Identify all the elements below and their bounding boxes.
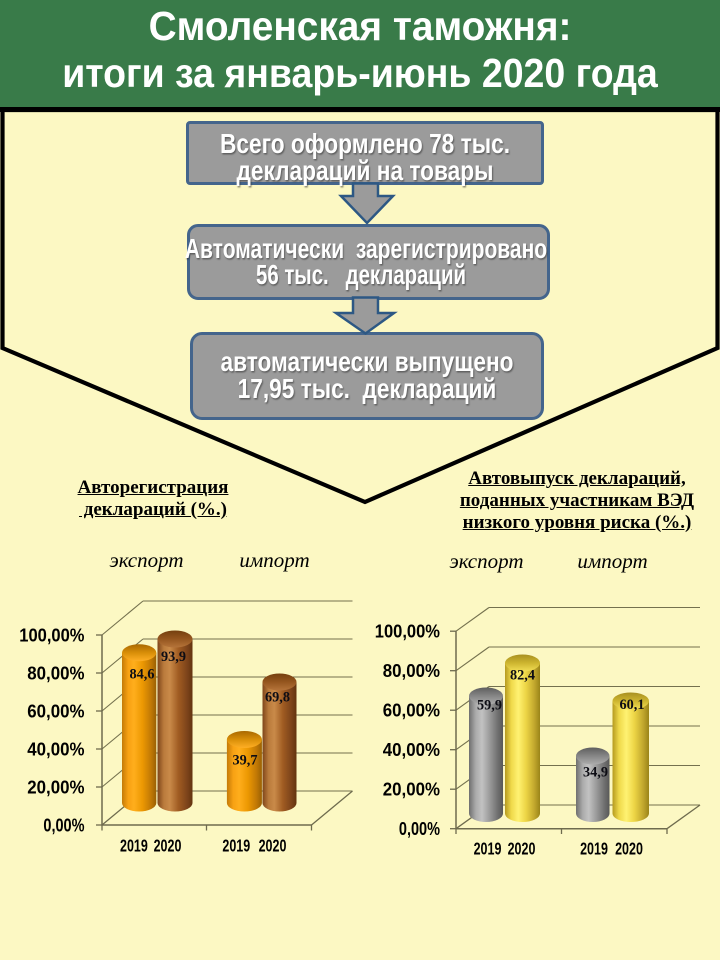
- svg-text:0,00%: 0,00%: [399, 818, 440, 839]
- svg-text:84,6: 84,6: [130, 666, 155, 682]
- svg-text:40,00%: 40,00%: [27, 739, 84, 760]
- svg-text:60,1: 60,1: [620, 697, 645, 713]
- svg-text:2019: 2019: [120, 836, 148, 856]
- svg-text:40,00%: 40,00%: [383, 739, 440, 760]
- svg-text:39,7: 39,7: [233, 752, 258, 768]
- svg-text:80,00%: 80,00%: [27, 663, 84, 684]
- svg-text:0,00%: 0,00%: [43, 815, 84, 836]
- svg-text:60,00%: 60,00%: [383, 700, 440, 721]
- svg-text:2020: 2020: [259, 836, 287, 856]
- svg-text:69,8: 69,8: [265, 689, 290, 705]
- svg-text:2020: 2020: [508, 839, 536, 859]
- svg-text:82,4: 82,4: [510, 667, 535, 683]
- svg-text:2020: 2020: [615, 839, 643, 859]
- svg-text:100,00%: 100,00%: [19, 625, 84, 646]
- svg-text:2019: 2019: [580, 839, 608, 859]
- svg-text:93,9: 93,9: [161, 649, 186, 665]
- svg-text:20,00%: 20,00%: [383, 779, 440, 800]
- svg-text:100,00%: 100,00%: [375, 621, 440, 642]
- svg-text:60,00%: 60,00%: [27, 701, 84, 722]
- svg-text:80,00%: 80,00%: [383, 660, 440, 681]
- svg-text:59,9: 59,9: [477, 697, 502, 713]
- svg-text:2020: 2020: [154, 836, 182, 856]
- svg-text:34,9: 34,9: [583, 764, 608, 780]
- svg-text:2019: 2019: [474, 839, 502, 859]
- svg-text:20,00%: 20,00%: [27, 777, 84, 798]
- svg-text:2019: 2019: [222, 836, 250, 856]
